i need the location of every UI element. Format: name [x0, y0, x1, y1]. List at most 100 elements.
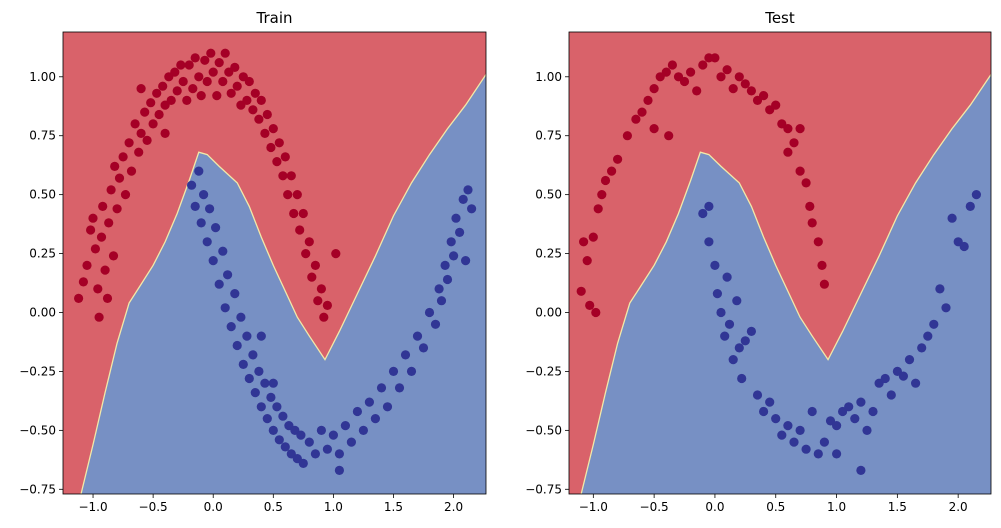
- point-class-1: [304, 437, 314, 447]
- point-class-1: [280, 442, 290, 452]
- point-class-0: [292, 190, 302, 200]
- point-class-1: [223, 270, 233, 280]
- point-class-1: [941, 303, 951, 313]
- y-tick-label: 0.00: [535, 306, 562, 320]
- point-class-0: [819, 279, 830, 289]
- point-class-0: [188, 84, 198, 94]
- point-class-1: [316, 425, 326, 435]
- decision-boundary: [580, 74, 991, 494]
- point-class-1: [752, 390, 763, 400]
- point-class-0: [607, 166, 617, 176]
- point-class-1: [262, 414, 272, 424]
- x-tick-label: 0.5: [264, 500, 283, 514]
- point-class-1: [712, 289, 723, 299]
- point-class-1: [898, 371, 909, 381]
- decision-boundary: [80, 74, 486, 494]
- point-class-1: [208, 256, 218, 266]
- point-class-1: [732, 296, 742, 306]
- point-class-1: [310, 449, 320, 459]
- point-class-1: [759, 406, 769, 417]
- point-class-0: [801, 178, 811, 188]
- point-class-1: [440, 260, 450, 270]
- point-class-0: [591, 307, 601, 318]
- point-class-0: [248, 105, 258, 115]
- point-class-1: [434, 284, 444, 294]
- point-class-1: [272, 402, 282, 412]
- point-class-1: [194, 166, 204, 176]
- point-class-1: [334, 465, 344, 475]
- point-class-1: [211, 223, 221, 233]
- point-class-0: [716, 72, 726, 82]
- point-class-1: [458, 194, 468, 204]
- panel-0: −1.0 −0.5 0.0 0.5 1.0 1.5 2.0 −0.75 −0.50 −0.25 0.…: [19, 9, 487, 514]
- point-class-1: [850, 414, 860, 424]
- point-class-1: [250, 388, 260, 398]
- point-class-0: [136, 84, 146, 94]
- point-class-1: [382, 402, 393, 412]
- point-class-1: [364, 397, 374, 407]
- point-class-1: [971, 190, 982, 200]
- panel-1: −1.0 −0.5 0.0 0.5 1.0 1.5 2.0 −0.75 −0.50 −0.25 0.…: [525, 9, 992, 514]
- point-class-0: [783, 124, 793, 134]
- point-class-0: [124, 138, 134, 148]
- point-class-0: [262, 109, 272, 120]
- point-class-1: [704, 237, 714, 247]
- y-tick-label: 0.25: [29, 247, 56, 261]
- point-class-1: [917, 343, 927, 353]
- point-class-0: [154, 109, 164, 120]
- point-class-0: [148, 119, 158, 129]
- point-class-1: [765, 397, 775, 407]
- point-class-1: [424, 307, 435, 318]
- x-tick-label: 1.0: [827, 500, 846, 514]
- point-class-1: [449, 251, 459, 261]
- point-class-0: [734, 72, 744, 82]
- point-class-1: [795, 425, 805, 435]
- point-class-0: [585, 300, 595, 310]
- point-class-0: [728, 84, 738, 94]
- point-class-1: [430, 319, 441, 329]
- y-tick-label: 0.50: [29, 188, 56, 202]
- point-class-1: [236, 312, 246, 322]
- point-class-1: [862, 425, 872, 435]
- point-class-0: [98, 201, 108, 211]
- point-class-0: [146, 98, 156, 108]
- point-class-0: [746, 86, 757, 96]
- x-tick-label: 1.0: [324, 500, 343, 514]
- point-class-0: [178, 76, 188, 87]
- point-class-1: [322, 444, 332, 454]
- point-class-1: [266, 392, 276, 402]
- point-class-0: [108, 251, 119, 261]
- point-class-0: [212, 91, 222, 101]
- point-class-0: [86, 225, 96, 235]
- y-tick-label: 1.00: [29, 70, 56, 84]
- point-class-0: [298, 208, 308, 219]
- point-class-0: [104, 218, 114, 228]
- y-tick-label: 0.50: [535, 188, 562, 202]
- point-class-1: [461, 256, 471, 266]
- point-class-1: [463, 185, 473, 195]
- point-class-1: [832, 421, 842, 431]
- point-class-1: [238, 359, 248, 369]
- point-class-0: [588, 232, 598, 242]
- point-class-0: [272, 157, 282, 167]
- x-tick-label: 2.0: [949, 500, 968, 514]
- point-class-1: [394, 383, 405, 393]
- point-class-0: [722, 65, 732, 75]
- point-class-0: [78, 277, 88, 287]
- point-class-0: [206, 48, 216, 58]
- point-class-0: [783, 147, 793, 157]
- point-class-0: [218, 76, 228, 87]
- point-class-0: [176, 60, 186, 70]
- point-class-1: [412, 331, 423, 341]
- y-tick-label: 0.00: [29, 306, 56, 320]
- point-class-1: [813, 449, 823, 459]
- point-class-1: [340, 421, 350, 431]
- point-class-1: [947, 213, 957, 223]
- chart-title: Train: [256, 9, 293, 27]
- point-class-1: [248, 350, 258, 360]
- point-class-1: [400, 350, 411, 360]
- y-tick-label: 0.25: [535, 247, 562, 261]
- point-class-0: [242, 95, 252, 105]
- point-class-1: [274, 435, 284, 445]
- point-class-1: [935, 284, 945, 294]
